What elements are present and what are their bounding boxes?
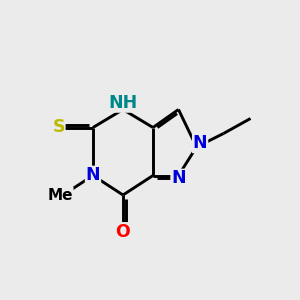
Text: O: O <box>116 223 130 241</box>
Text: N: N <box>86 167 100 184</box>
Text: NH: NH <box>108 94 138 112</box>
Text: Me: Me <box>47 188 73 202</box>
Text: S: S <box>52 118 65 136</box>
Text: N: N <box>193 134 207 152</box>
Text: N: N <box>171 169 186 188</box>
